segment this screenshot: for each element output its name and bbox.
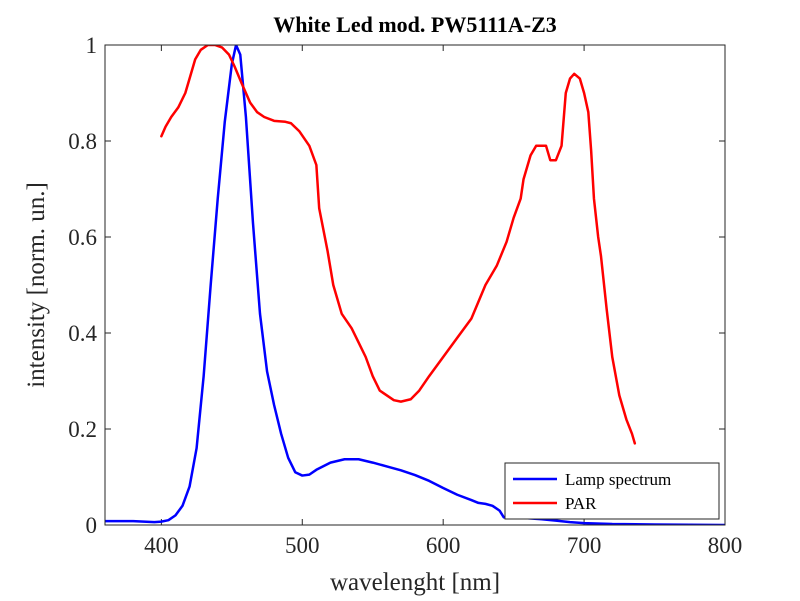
y-tick-label: 0 [86, 513, 98, 538]
y-tick-label: 0.4 [68, 321, 97, 346]
y-tick-label: 0.8 [68, 129, 97, 154]
y-axis-label: intensity [norm. un.] [23, 182, 50, 388]
x-tick-label: 700 [567, 533, 602, 558]
series-line-par [160, 45, 637, 445]
series-line-lamp-spectrum [105, 45, 725, 525]
legend-box [504, 462, 720, 520]
x-tick-label: 500 [285, 533, 320, 558]
series-layer [105, 45, 725, 525]
x-tick-label: 800 [708, 533, 743, 558]
axes: 400 500 600 700 800 0 0.2 0.4 0.6 0.8 1 [68, 33, 742, 558]
x-tick-label: 400 [144, 533, 179, 558]
plot-frame [104, 44, 726, 526]
y-tick-label: 1 [86, 33, 98, 58]
x-axis-label: wavelenght [nm] [330, 569, 500, 596]
y-tick-label: 0.2 [68, 417, 97, 442]
legend-label: Lamp spectrum [565, 470, 671, 489]
legend: Lamp spectrum PAR [504, 462, 720, 520]
legend-label: PAR [565, 494, 597, 513]
y-tick-label: 0.6 [68, 225, 97, 250]
x-tick-label: 600 [426, 533, 461, 558]
chart-title: White Led mod. PW5111A-Z3 [273, 12, 557, 37]
